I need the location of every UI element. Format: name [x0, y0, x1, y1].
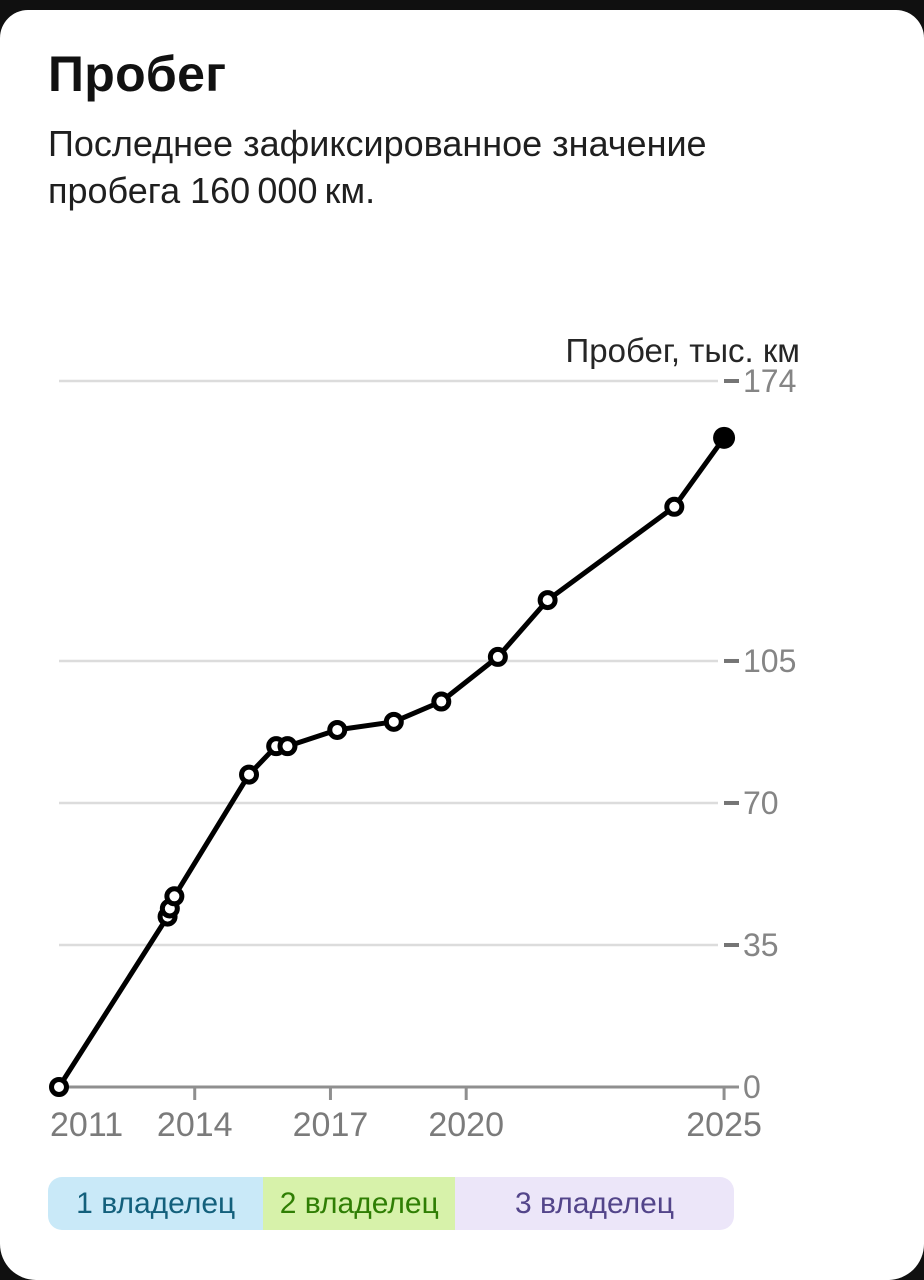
owners-legend: 1 владелец 2 владелец 3 владелец [48, 1177, 734, 1230]
y-axis-tick-label: 0 [743, 1069, 761, 1105]
series-line [56, 435, 727, 1090]
legend-owner-1: 1 владелец [48, 1177, 264, 1230]
data-point [239, 764, 260, 785]
x-axis-tick-label: 2020 [428, 1106, 504, 1144]
y-axis-labels: 174 105 70 35 0 [743, 363, 796, 1105]
legend-owner-label: 1 владелец [76, 1186, 236, 1220]
legend-owner-label: 2 владелец [279, 1186, 439, 1220]
data-point [49, 1077, 69, 1097]
y-axis-tick-label: 105 [743, 643, 796, 679]
data-points [49, 426, 736, 1097]
x-axis-labels: 2011 2014 2017 2020 2025 [50, 1106, 762, 1144]
y-axis-tick-label: 35 [743, 927, 779, 963]
legend-owner-2: 2 владелец [263, 1177, 456, 1230]
data-point [164, 886, 185, 907]
y-axis-title: Пробег, тыс. км [566, 332, 800, 369]
y-axis-tick-label: 70 [743, 785, 779, 821]
data-point [664, 496, 685, 517]
data-point [431, 691, 452, 712]
card-title: Пробег [48, 46, 227, 102]
x-axis-tick-label: 2011 [50, 1106, 123, 1144]
x-axis-tick-label: 2014 [157, 1106, 233, 1144]
x-axis-tick-label: 2025 [686, 1106, 762, 1144]
mileage-line [56, 435, 727, 1090]
data-point [327, 719, 348, 740]
y-axis-tick-label: 174 [743, 363, 796, 399]
mileage-card: Пробег Последнее зафиксированное значени… [0, 10, 924, 1280]
mileage-line-chart: Пробег, тыс. км 174 105 70 35 0 2011 2014 2017… [49, 332, 800, 1144]
x-axis [59, 1085, 739, 1100]
data-point-last [713, 426, 736, 449]
data-point [383, 711, 404, 732]
card-subtitle: Последнее зафиксированное значение пробе… [48, 123, 707, 211]
data-point [487, 646, 508, 667]
x-axis-tick-label: 2017 [293, 1106, 369, 1144]
legend-owner-label: 3 владелец [515, 1186, 675, 1220]
data-point [277, 736, 298, 757]
legend-owner-3: 3 владелец [455, 1177, 734, 1230]
data-point [537, 590, 558, 611]
gridlines [59, 379, 739, 947]
